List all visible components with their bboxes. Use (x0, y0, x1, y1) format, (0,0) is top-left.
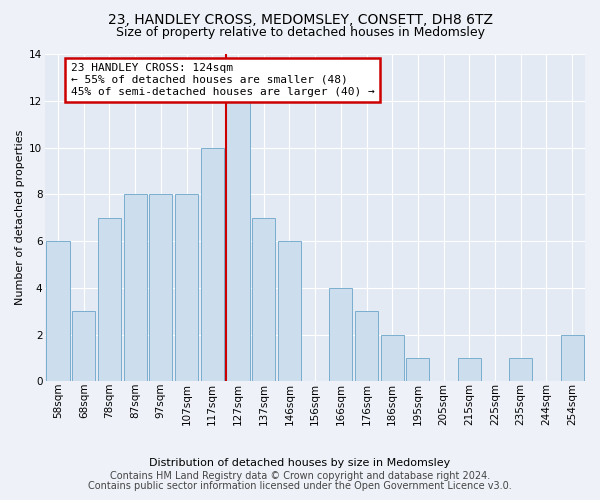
Text: Distribution of detached houses by size in Medomsley: Distribution of detached houses by size … (149, 458, 451, 468)
Text: 23 HANDLEY CROSS: 124sqm
← 55% of detached houses are smaller (48)
45% of semi-d: 23 HANDLEY CROSS: 124sqm ← 55% of detach… (71, 64, 374, 96)
Bar (149, 194, 172, 382)
Bar (509, 358, 532, 382)
Bar (201, 148, 224, 382)
Text: Contains HM Land Registry data © Crown copyright and database right 2024.: Contains HM Land Registry data © Crown c… (110, 471, 490, 481)
Bar (226, 101, 250, 382)
Bar (46, 241, 70, 382)
Text: 23, HANDLEY CROSS, MEDOMSLEY, CONSETT, DH8 6TZ: 23, HANDLEY CROSS, MEDOMSLEY, CONSETT, D… (107, 12, 493, 26)
Bar (252, 218, 275, 382)
Bar (278, 241, 301, 382)
Text: Size of property relative to detached houses in Medomsley: Size of property relative to detached ho… (115, 26, 485, 39)
Bar (124, 194, 147, 382)
Bar (355, 312, 378, 382)
Text: Contains public sector information licensed under the Open Government Licence v3: Contains public sector information licen… (88, 481, 512, 491)
Bar (406, 358, 430, 382)
Bar (380, 334, 404, 382)
Y-axis label: Number of detached properties: Number of detached properties (15, 130, 25, 306)
Bar (175, 194, 198, 382)
Bar (72, 312, 95, 382)
Bar (329, 288, 352, 382)
Bar (560, 334, 584, 382)
Bar (458, 358, 481, 382)
Bar (98, 218, 121, 382)
